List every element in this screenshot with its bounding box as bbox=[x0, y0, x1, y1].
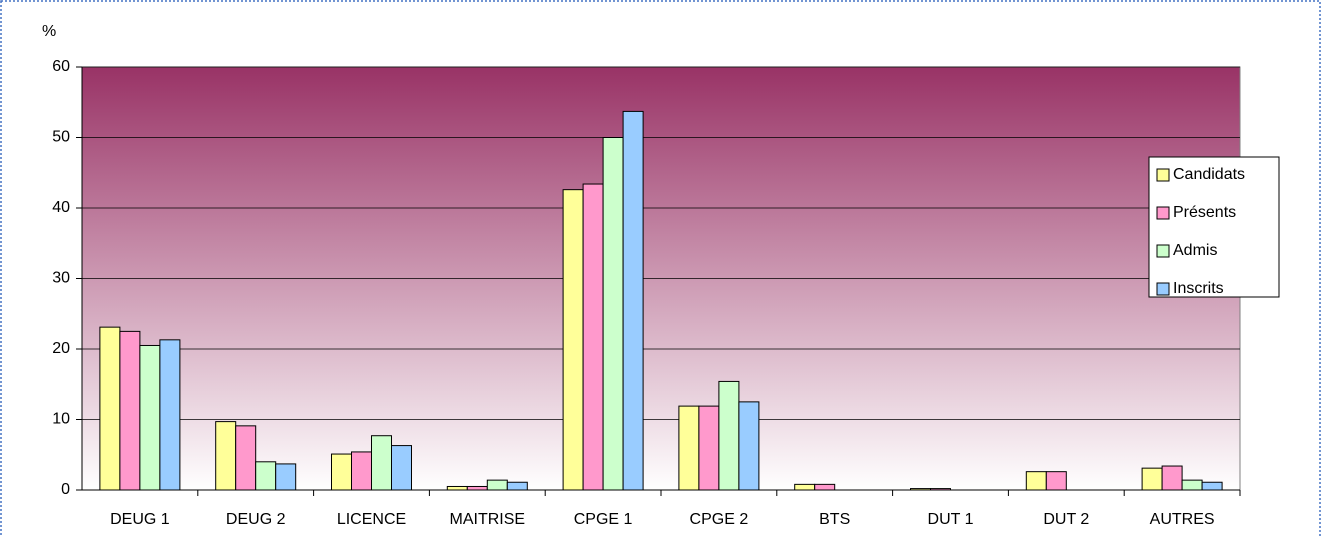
bar bbox=[910, 488, 931, 491]
x-tick-label: LICENCE bbox=[337, 511, 406, 528]
bar bbox=[331, 453, 352, 491]
bar bbox=[1045, 471, 1067, 491]
bar bbox=[351, 451, 372, 491]
bar bbox=[794, 483, 816, 491]
x-tick-label: MAITRISE bbox=[450, 511, 526, 528]
legend-label: Admis bbox=[1173, 242, 1217, 259]
bar bbox=[930, 488, 951, 491]
bar bbox=[562, 189, 584, 491]
bar bbox=[235, 425, 257, 491]
bar bbox=[1181, 479, 1203, 491]
legend-label: Présents bbox=[1173, 204, 1236, 221]
bar bbox=[275, 463, 297, 491]
bar bbox=[99, 326, 121, 491]
legend-label: Inscrits bbox=[1173, 280, 1224, 297]
bar bbox=[698, 405, 720, 491]
y-tick-label: 50 bbox=[52, 129, 70, 146]
bar bbox=[1161, 465, 1183, 491]
bar bbox=[582, 183, 604, 491]
legend-swatch bbox=[1156, 206, 1170, 220]
y-tick-label: 30 bbox=[52, 270, 70, 287]
bar bbox=[255, 461, 277, 491]
y-tick-label: 20 bbox=[52, 340, 70, 357]
bar bbox=[1201, 481, 1223, 491]
bar bbox=[738, 401, 760, 491]
bar bbox=[215, 421, 237, 491]
bar bbox=[602, 137, 624, 491]
bar bbox=[139, 344, 161, 491]
x-tick-label: DEUG 1 bbox=[110, 511, 170, 528]
x-tick-label: CPGE 1 bbox=[574, 511, 633, 528]
bar bbox=[446, 485, 468, 491]
bar bbox=[486, 479, 508, 491]
bar bbox=[391, 445, 412, 491]
legend-label: Candidats bbox=[1173, 166, 1245, 183]
legend-swatch bbox=[1156, 244, 1170, 258]
bar bbox=[814, 483, 836, 491]
legend-box bbox=[1148, 156, 1280, 298]
bar bbox=[159, 339, 181, 491]
bar bbox=[466, 485, 488, 491]
x-tick-label: DUT 2 bbox=[1043, 511, 1089, 528]
x-tick-label: CPGE 2 bbox=[690, 511, 749, 528]
y-tick-label: 40 bbox=[52, 199, 70, 216]
x-tick-label: AUTRES bbox=[1150, 511, 1215, 528]
y-tick-label: 0 bbox=[61, 481, 70, 498]
bar bbox=[622, 110, 644, 491]
y-tick-label: 60 bbox=[52, 58, 70, 75]
bar bbox=[1025, 471, 1047, 491]
y-axis-label: % bbox=[42, 23, 56, 40]
x-tick-label: BTS bbox=[819, 511, 850, 528]
bar bbox=[371, 435, 392, 491]
legend-swatch bbox=[1156, 168, 1170, 182]
bar bbox=[718, 380, 740, 491]
bar bbox=[678, 405, 700, 491]
bar bbox=[119, 330, 141, 491]
x-tick-label: DUT 1 bbox=[928, 511, 974, 528]
bar bbox=[1141, 467, 1163, 491]
bar bbox=[506, 481, 528, 491]
legend-swatch bbox=[1156, 282, 1170, 296]
y-tick-label: 10 bbox=[52, 411, 70, 428]
x-tick-label: DEUG 2 bbox=[226, 511, 286, 528]
